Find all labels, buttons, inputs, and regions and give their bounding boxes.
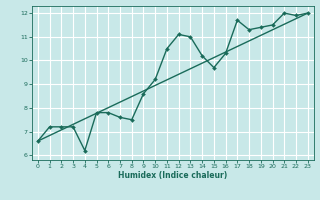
- X-axis label: Humidex (Indice chaleur): Humidex (Indice chaleur): [118, 171, 228, 180]
